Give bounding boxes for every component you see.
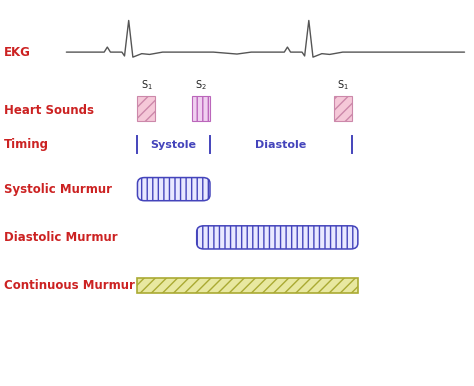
Bar [334, 95, 352, 120]
Text: S$_2$: S$_2$ [195, 79, 207, 92]
Text: EKG: EKG [4, 46, 31, 59]
Text: Diastolic Murmur: Diastolic Murmur [4, 231, 118, 244]
Bar [192, 95, 210, 120]
FancyBboxPatch shape [137, 178, 210, 201]
Text: S$_1$: S$_1$ [140, 79, 153, 92]
Text: Systolic Murmur: Systolic Murmur [4, 183, 112, 196]
Text: Timing: Timing [4, 138, 49, 151]
FancyBboxPatch shape [197, 226, 358, 249]
Text: Heart Sounds: Heart Sounds [4, 103, 94, 117]
Bar [137, 95, 155, 120]
Text: S$_1$: S$_1$ [337, 79, 349, 92]
Text: Diastole: Diastole [255, 140, 307, 150]
Text: Systole: Systole [151, 140, 197, 150]
Bar [137, 278, 358, 293]
Text: Continuous Murmur: Continuous Murmur [4, 279, 135, 292]
